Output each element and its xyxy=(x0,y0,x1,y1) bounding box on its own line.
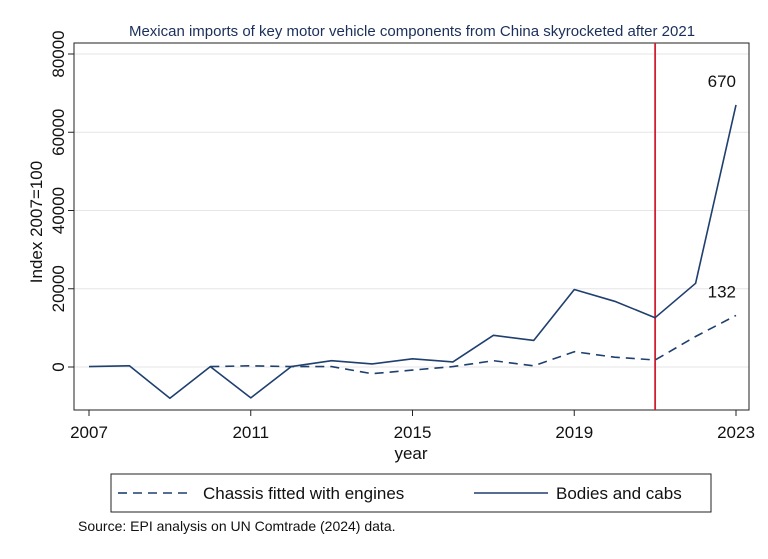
legend-label-chassis: Chassis fitted with engines xyxy=(203,484,404,503)
data-labels: 132 670 xyxy=(708,72,736,301)
y-tick-label: 40000 xyxy=(49,187,68,234)
x-tick-label: 2015 xyxy=(394,423,432,442)
legend-label-bodies: Bodies and cabs xyxy=(556,484,682,503)
y-tick-label: 20000 xyxy=(49,265,68,312)
series-line-chassis xyxy=(210,314,737,375)
x-tick-label: 2011 xyxy=(232,423,269,442)
plot-frame xyxy=(73,42,750,411)
legend-box xyxy=(110,473,712,513)
source-note: Source: EPI analysis on UN Comtrade (202… xyxy=(78,518,396,534)
y-axis: 0 20000 40000 60000 80000 xyxy=(49,30,74,372)
x-tick-label: 2007 xyxy=(70,423,108,442)
y-tick-label: 0 xyxy=(49,362,68,371)
x-tick-label: 2023 xyxy=(717,423,755,442)
series-line-bodies xyxy=(88,104,737,400)
y-tick-label: 80000 xyxy=(49,30,68,77)
data-label-bodies: 670 xyxy=(708,72,736,91)
x-tick-label: 2019 xyxy=(555,423,593,442)
series-group xyxy=(88,104,737,400)
x-axis-title: year xyxy=(394,444,427,463)
y-axis-title: Index 2007=100 xyxy=(27,161,46,283)
gridlines xyxy=(74,53,749,368)
chart-title: Mexican imports of key motor vehicle com… xyxy=(129,23,695,40)
y-tick-label: 60000 xyxy=(49,109,68,156)
x-axis: 2007 2011 2015 2019 2023 xyxy=(70,410,755,442)
data-label-chassis: 132 xyxy=(708,282,736,301)
